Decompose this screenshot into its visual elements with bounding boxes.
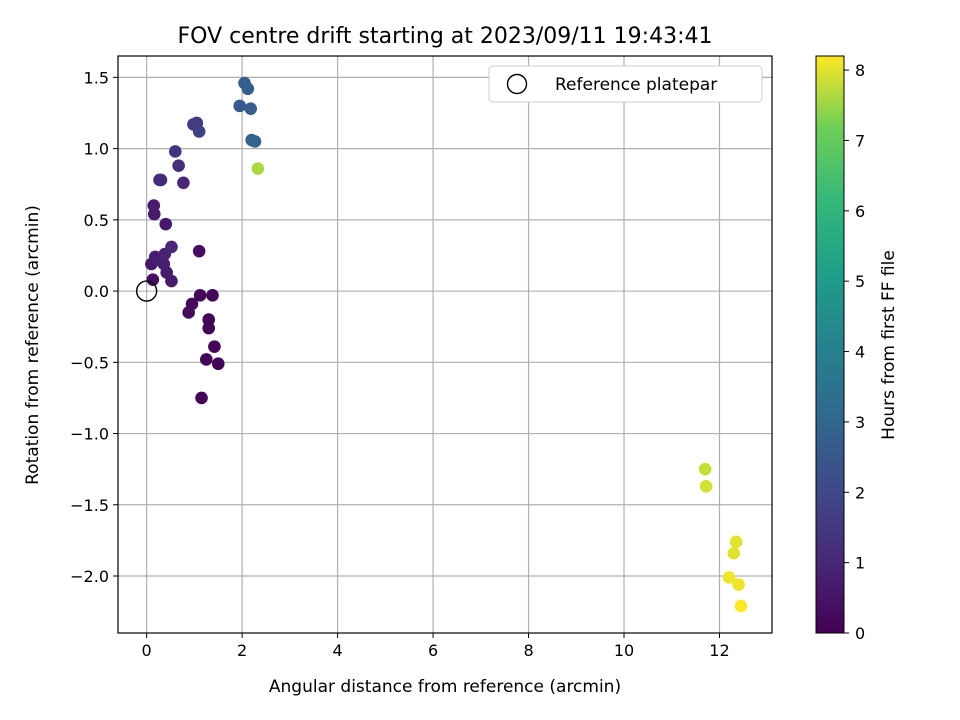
data-point: [182, 306, 195, 319]
x-tick-label: 6: [428, 641, 438, 660]
y-axis-label: Rotation from reference (arcmin): [23, 205, 43, 485]
data-point: [146, 273, 160, 286]
colorbar-gradient: [816, 56, 844, 633]
data-point: [248, 135, 262, 148]
x-tick-label: 4: [332, 641, 342, 660]
data-point: [147, 199, 161, 212]
colorbar-tick-label: 1: [855, 554, 865, 573]
data-point: [233, 99, 247, 113]
data-point: [732, 578, 745, 591]
data-point: [200, 353, 213, 366]
data-point: [168, 145, 182, 158]
colorbar-tick-label: 0: [855, 624, 865, 643]
data-point: [734, 599, 748, 613]
data-point: [177, 176, 190, 190]
data-point: [698, 462, 712, 476]
data-point: [165, 274, 178, 288]
data-point: [192, 125, 206, 138]
data-point: [159, 217, 173, 231]
colorbar-tick-label: 4: [855, 343, 865, 362]
y-tick-label: −1.0: [70, 425, 109, 444]
colorbar-tick-label: 6: [855, 202, 865, 221]
x-axis-label: Angular distance from reference (arcmin): [269, 677, 621, 697]
x-tick-label: 0: [142, 641, 152, 660]
legend: Reference platepar: [488, 65, 763, 103]
colorbar-tick-label: 2: [855, 483, 865, 502]
y-tick-label: 0.0: [84, 282, 109, 301]
colorbar: 0 1 2 3 4 5 6 7 8 Hours from first FF file: [815, 55, 899, 643]
x-tick-label: 8: [523, 641, 533, 660]
y-tick-label: 1.0: [84, 140, 109, 159]
y-tick-label: 1.5: [84, 68, 109, 87]
data-point: [192, 244, 206, 258]
data-point: [251, 162, 265, 175]
colorbar-frame: [815, 55, 845, 634]
y-tick-label: 0.5: [84, 211, 109, 230]
data-point: [153, 173, 166, 187]
data-point: [211, 357, 225, 371]
y-tick-label: −2.0: [70, 567, 109, 586]
plot-frame: [117, 55, 773, 634]
y-tick-label: −0.5: [70, 353, 109, 372]
y-axis-ticks: −2.0 −1.5 −1.0 −0.5 0.0 0.5 1.0 1.5: [70, 68, 118, 586]
colorbar-ticks: 0 1 2 3 4 5 6 7 8: [844, 61, 865, 643]
data-point: [244, 102, 258, 116]
data-point: [699, 479, 713, 493]
data-point: [195, 391, 208, 405]
legend-entry: Reference platepar: [555, 75, 717, 95]
reference-marker: [135, 280, 158, 302]
x-tick-label: 2: [237, 641, 247, 660]
data-point: [202, 313, 216, 326]
legend-marker: [506, 73, 528, 95]
colorbar-label: Hours from first FF file: [879, 250, 899, 440]
data-point: [208, 340, 221, 353]
data-point: [206, 289, 219, 302]
x-axis-ticks: 0 2 4 6 8 10 12: [142, 633, 730, 660]
grid-lines: [118, 56, 772, 633]
chart-title: FOV centre drift starting at 2023/09/11 …: [178, 24, 713, 49]
x-tick-label: 10: [614, 641, 634, 660]
legend-box: [488, 65, 763, 103]
data-point: [165, 240, 178, 254]
colorbar-tick-label: 7: [855, 131, 865, 150]
colorbar-tick-label: 8: [855, 61, 865, 80]
data-point: [727, 546, 741, 560]
data-point: [722, 571, 736, 584]
data-points: [145, 76, 748, 613]
data-point: [729, 535, 743, 549]
x-tick-label: 12: [709, 641, 729, 660]
data-point: [172, 159, 185, 173]
data-point: [241, 82, 255, 96]
reference-point: [135, 280, 158, 302]
colorbar-tick-label: 3: [855, 413, 865, 432]
colorbar-tick-label: 5: [855, 272, 865, 291]
data-point: [193, 289, 207, 302]
y-tick-label: −1.5: [70, 496, 109, 515]
